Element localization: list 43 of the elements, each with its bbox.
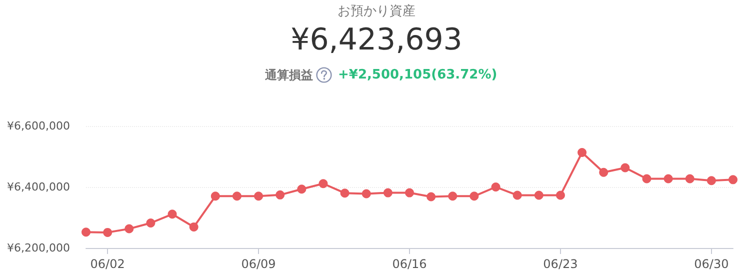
y-tick-label: ¥6,400,000: [7, 180, 70, 194]
point: [426, 192, 436, 202]
x-tick-label: 06/23: [543, 257, 578, 271]
text: 通算損益: [264, 68, 313, 82]
point: [318, 179, 328, 188]
point: [276, 190, 285, 200]
y-tick-label: ¥6,200,000: [7, 242, 70, 254]
point: [383, 188, 392, 198]
point: [362, 189, 371, 198]
x-tick-label: 06/09: [241, 257, 276, 271]
text: +¥2,500,105(63.72%): [338, 68, 498, 82]
point: [706, 176, 716, 186]
point: [340, 188, 350, 198]
x-tick-label: 06/16: [392, 257, 427, 271]
x-tick-label: 06/02: [90, 257, 125, 271]
point: [620, 163, 630, 172]
point: [124, 224, 134, 234]
point: [189, 222, 198, 232]
point: [556, 190, 565, 200]
point: [254, 192, 264, 201]
point: [578, 148, 587, 158]
point: [512, 190, 522, 200]
y-tick-label: ¥6,600,000: [7, 120, 70, 132]
point: [405, 188, 414, 198]
point: [168, 210, 177, 219]
chart-title: お預かり資産: [338, 3, 416, 19]
point: [728, 175, 738, 184]
point: [685, 174, 694, 184]
point: [103, 228, 112, 237]
point: [491, 182, 500, 192]
point: [210, 192, 220, 201]
point: [642, 174, 652, 184]
point: [534, 190, 544, 200]
point: [599, 168, 608, 177]
point: [146, 218, 156, 228]
point: [664, 174, 673, 184]
point: [448, 192, 458, 201]
chart-subtitle: ¥6,423,693: [290, 22, 462, 58]
point: [232, 192, 242, 201]
point: [82, 228, 90, 237]
point: [470, 192, 479, 201]
point: [297, 184, 306, 194]
x-tick-label: 06/30: [694, 257, 729, 271]
